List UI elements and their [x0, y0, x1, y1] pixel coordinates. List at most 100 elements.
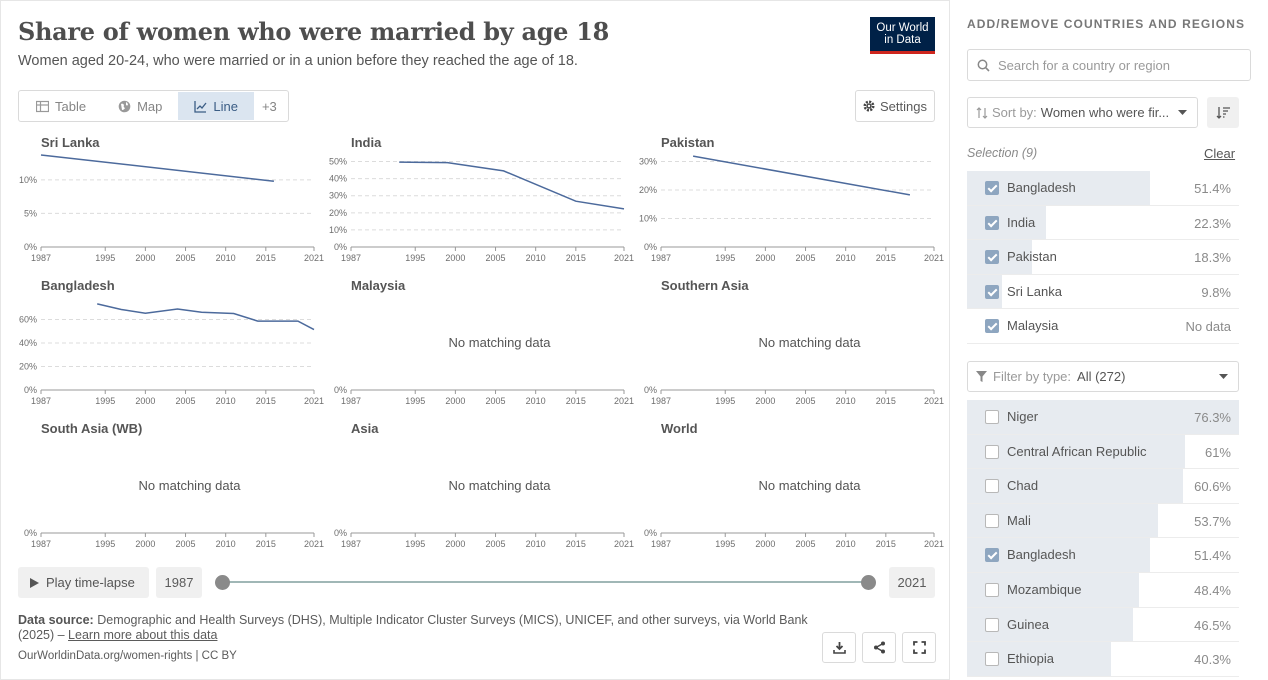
source-label: Data source: [18, 613, 94, 627]
y-tick-label: 40% [19, 338, 37, 348]
sort-descending-icon [1216, 107, 1230, 119]
entity-checkbox[interactable] [985, 284, 999, 299]
entity-row[interactable]: Bangladesh 51.4% [967, 538, 1239, 573]
y-tick-label: 0% [334, 242, 347, 252]
entity-checkbox[interactable] [985, 548, 999, 563]
entity-row[interactable]: Malaysia No data [967, 309, 1239, 344]
entity-checkbox[interactable] [985, 410, 999, 424]
series-line[interactable] [97, 303, 315, 331]
entity-row[interactable]: Bangladesh 51.4% [967, 171, 1239, 206]
filter-dropdown[interactable]: Filter by type: All (272) [967, 361, 1239, 392]
footer-url: OurWorldinData.org/women-rights | CC BY [18, 650, 237, 662]
learn-more-link[interactable]: Learn more about this data [68, 628, 218, 642]
timeline-slider-track[interactable] [222, 581, 870, 583]
y-tick-label: 0% [24, 528, 37, 538]
logo-line-1: Our World [876, 22, 929, 34]
entity-row[interactable]: Sri Lanka 9.8% [967, 274, 1239, 310]
view-tabs: Table Map Line +3 [18, 90, 289, 122]
entity-checkbox[interactable] [985, 444, 999, 459]
fullscreen-icon [912, 641, 926, 654]
entity-row[interactable]: Ethiopia 40.3% [967, 642, 1239, 677]
x-tick-label: 2021 [924, 396, 944, 406]
entity-value: 48.4% [1194, 582, 1231, 598]
entity-value: 46.5% [1194, 617, 1231, 633]
selection-count: Selection (9) [967, 146, 1038, 160]
series-line[interactable] [399, 161, 625, 210]
entity-checkbox[interactable] [985, 617, 999, 632]
entity-row[interactable]: India 22.3% [967, 205, 1239, 241]
entity-row[interactable]: Mozambique 48.4% [967, 572, 1239, 608]
sort-prefix: Sort by: [992, 105, 1037, 120]
entity-row[interactable]: Chad 60.6% [967, 469, 1239, 504]
start-handle[interactable] [215, 575, 230, 590]
end-handle[interactable] [861, 575, 876, 590]
entity-row[interactable]: Niger 76.3% [967, 400, 1239, 435]
y-tick-label: 20% [329, 208, 347, 218]
entity-checkbox[interactable] [985, 250, 999, 265]
tab-table[interactable]: Table [20, 92, 102, 120]
x-tick-label: 1995 [405, 253, 425, 263]
entity-checkbox[interactable] [985, 652, 999, 667]
x-tick-label: 2015 [566, 253, 586, 263]
clear-selection-link[interactable]: Clear [1204, 146, 1236, 161]
entity-selector-panel: ADD/REMOVE COUNTRIES AND REGIONS Search … [950, 0, 1268, 680]
entity-name: Malaysia [1007, 318, 1059, 334]
entity-row[interactable]: Pakistan 18.3% [967, 240, 1239, 275]
play-label: Play time-lapse [46, 575, 135, 590]
entity-row[interactable]: Mali 53.7% [967, 503, 1239, 539]
entity-row[interactable]: Guinea 46.5% [967, 607, 1239, 643]
x-tick-label: 2005 [796, 396, 816, 406]
x-tick-label: 2010 [526, 539, 546, 549]
entity-checkbox[interactable] [985, 582, 999, 597]
x-tick-label: 1987 [651, 396, 671, 406]
tab-line[interactable]: Line [178, 92, 254, 120]
entity-row[interactable]: Central African Republic 61% [967, 434, 1239, 470]
tab-map[interactable]: Map [102, 92, 178, 120]
x-tick-label: 2015 [566, 396, 586, 406]
owid-logo[interactable]: Our World in Data [870, 17, 935, 54]
download-icon [832, 642, 846, 654]
x-tick-label: 2015 [876, 396, 896, 406]
facet-title: World [661, 421, 698, 436]
share-button[interactable] [862, 632, 896, 663]
value-bar [967, 434, 1185, 469]
x-tick-label: 2005 [796, 253, 816, 263]
search-input[interactable]: Search for a country or region [967, 49, 1251, 81]
no-data-message: No matching data [139, 478, 242, 493]
y-tick-label: 0% [334, 385, 347, 395]
x-tick-label: 2021 [304, 253, 324, 263]
entity-name: Chad [1007, 478, 1039, 494]
settings-button[interactable]: Settings [855, 90, 935, 122]
start-year-box[interactable]: 1987 [156, 567, 202, 598]
end-year-box[interactable]: 2021 [889, 567, 935, 598]
x-tick-label: 2000 [135, 396, 155, 406]
x-tick-label: 2000 [445, 396, 465, 406]
entity-value: 60.6% [1194, 479, 1231, 495]
line-chart-icon [194, 100, 207, 113]
tab-map-label: Map [137, 98, 163, 114]
entity-checkbox[interactable] [985, 513, 999, 528]
sort-dropdown[interactable]: Sort by: Women who were fir... [967, 97, 1198, 128]
entity-checkbox[interactable] [985, 181, 999, 195]
series-line[interactable] [692, 155, 911, 196]
gear-icon [863, 100, 875, 112]
entity-checkbox[interactable] [985, 215, 999, 230]
y-tick-label: 0% [644, 242, 657, 252]
sort-order-button[interactable] [1207, 97, 1239, 128]
series-line[interactable] [40, 154, 274, 182]
play-button[interactable]: Play time-lapse [18, 567, 149, 598]
no-data-message: No matching data [759, 335, 862, 350]
tab-more-label: +3 [261, 98, 277, 114]
x-tick-label: 2010 [836, 539, 856, 549]
download-button[interactable] [822, 632, 856, 663]
facet-title: Asia [351, 421, 379, 436]
x-tick-label: 1987 [341, 396, 361, 406]
entity-checkbox[interactable] [985, 479, 999, 494]
no-data-message: No matching data [759, 478, 862, 493]
x-tick-label: 2021 [304, 396, 324, 406]
entity-checkbox[interactable] [985, 319, 999, 334]
fullscreen-button[interactable] [902, 632, 936, 663]
filter-prefix: Filter by type: [993, 369, 1072, 384]
tab-more[interactable]: +3 [254, 92, 287, 120]
entity-name: Sri Lanka [1007, 283, 1062, 299]
